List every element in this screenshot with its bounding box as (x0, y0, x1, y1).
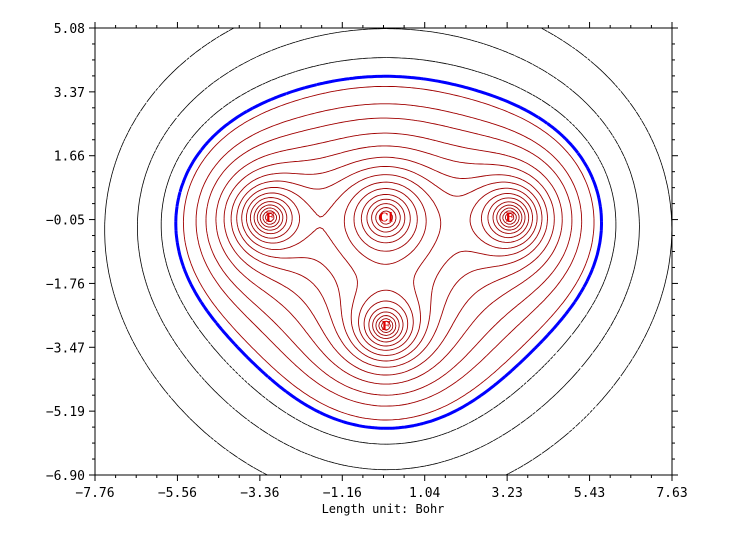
positive-contour-3 (215, 132, 563, 385)
x-tick-label-7: 7.63 (656, 486, 687, 501)
positive-contour-11 (256, 198, 523, 340)
x-tick-label-4: 1.04 (409, 486, 440, 501)
positive-contour-10 (253, 193, 526, 343)
positive-contour-7 (241, 174, 538, 356)
positive-contour-13 (262, 207, 517, 334)
atom-markers: Cl F F F (265, 211, 514, 333)
positive-contour-2 (205, 117, 573, 396)
positive-contour-5 (230, 156, 548, 368)
y-tick-label-0: 5.08 (54, 22, 85, 37)
x-tick-label-6: 5.43 (574, 486, 605, 501)
x-tick-label-1: −5.56 (158, 486, 197, 501)
positive-contour-0 (182, 85, 595, 421)
y-tick-label-7: −6.90 (46, 469, 85, 484)
x-tick-label-0: −7.76 (75, 486, 114, 501)
y-tick-label-6: −5.19 (46, 405, 85, 420)
atom-label-f-3: F (382, 319, 391, 333)
negative-contour-0 (104, 28, 672, 475)
vdw-surface-line (174, 74, 603, 430)
atom-label-f-2: F (505, 211, 514, 225)
x-tick-label-5: 3.23 (491, 486, 522, 501)
x-tick-label-3: −1.16 (323, 486, 362, 501)
contour-lines (104, 28, 672, 475)
positive-contour-6 (236, 165, 543, 362)
atom-label-cl-0: Cl (379, 211, 394, 225)
y-tick-label-5: −3.47 (46, 341, 85, 356)
positive-contour-14 (265, 210, 515, 331)
y-tick-label-4: −1.76 (46, 277, 85, 292)
positive-contour-12 (259, 203, 520, 336)
y-tick-label-1: 3.37 (54, 86, 85, 101)
positive-contour-4 (223, 145, 555, 376)
atom-label-f-1: F (265, 211, 274, 225)
negative-contour-2 (160, 57, 617, 445)
positive-contour-8 (245, 181, 534, 351)
x-tick-label-2: −3.36 (240, 486, 279, 501)
negative-contour-1 (137, 28, 640, 471)
y-tick-label-3: −0.05 (46, 214, 85, 229)
y-tick-label-2: 1.66 (54, 150, 85, 165)
vdw-surface-curve (174, 74, 603, 430)
y-axis-ticks: 5.08 3.37 1.66 −0.05 −1.76 −3.47 −5.19 −6.90 (46, 22, 678, 484)
x-axis-ticks: −7.76 −5.56 −3.36 −1.16 1.04 3.23 5.43 7.63 (75, 22, 688, 501)
positive-contour-1 (195, 103, 583, 407)
x-axis-title: Length unit: Bohr (322, 502, 445, 516)
positive-contour-9 (249, 188, 530, 347)
